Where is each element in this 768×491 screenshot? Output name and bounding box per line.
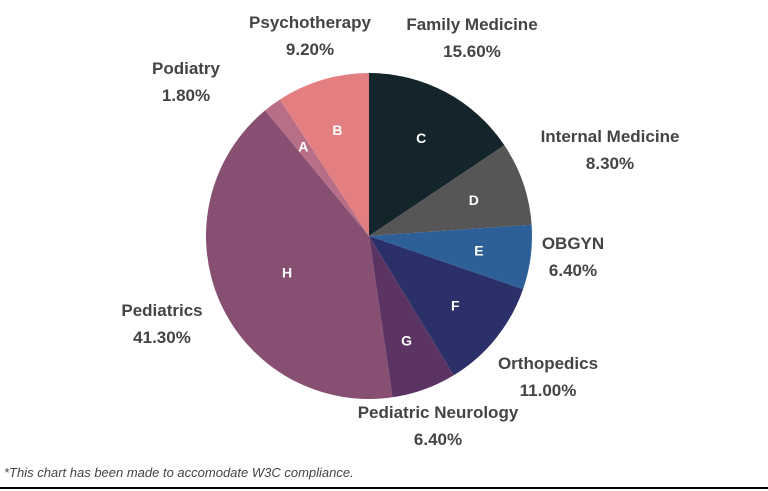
slice-name-family-medicine: Family Medicine <box>406 15 537 34</box>
pie-slice-orthopedics <box>369 236 524 376</box>
slice-letter-a: A <box>298 139 308 155</box>
slice-letter-h: H <box>282 264 292 280</box>
slice-letter-c: C <box>416 130 426 146</box>
pie-chart: C D E F G H A B Family Medicine 15.60% Internal M… <box>121 13 679 449</box>
pie-slice-pediatric-neurology <box>369 236 454 398</box>
slice-letter-f: F <box>451 298 460 314</box>
slice-letter-g: G <box>401 332 412 348</box>
slice-value-obgyn: 6.40% <box>549 261 597 280</box>
slice-value-psychotherapy: 9.20% <box>286 40 334 59</box>
slice-name-orthopedics: Orthopedics <box>498 354 598 373</box>
slice-value-family-medicine: 15.60% <box>443 42 501 61</box>
slice-letter-d: D <box>469 192 479 208</box>
slice-value-pediatrics: 41.30% <box>133 328 191 347</box>
pie-slices <box>205 73 532 399</box>
slice-name-internal-medicine: Internal Medicine <box>541 127 680 146</box>
slice-name-podiatry: Podiatry <box>152 59 221 78</box>
slice-letter-b: B <box>332 122 342 138</box>
bottom-divider <box>0 487 768 489</box>
footnote: *This chart has been made to accomodate … <box>4 465 354 480</box>
pie-slice-psychotherapy <box>279 73 369 236</box>
pie-slice-family-medicine <box>369 73 505 236</box>
slice-name-pediatrics: Pediatrics <box>121 301 202 320</box>
pie-slice-internal-medicine <box>369 145 532 236</box>
pie-slice-pediatrics <box>205 110 393 399</box>
slice-value-pediatric-neurology: 6.40% <box>414 430 462 449</box>
slice-letter-e: E <box>474 243 483 259</box>
slice-name-obgyn: OBGYN <box>542 234 604 253</box>
slice-name-psychotherapy: Psychotherapy <box>249 13 371 32</box>
slice-value-podiatry: 1.80% <box>162 86 210 105</box>
pie-slice-podiatry <box>265 99 369 236</box>
slice-value-internal-medicine: 8.30% <box>586 154 634 173</box>
pie-slice-obgyn <box>369 224 532 290</box>
slice-value-orthopedics: 11.00% <box>520 381 577 400</box>
slice-labels: Family Medicine 15.60% Internal Medicine 8.… <box>121 13 679 449</box>
slice-letters: C D E F G H A B <box>282 122 484 349</box>
slice-name-pediatric-neurology: Pediatric Neurology <box>358 403 519 422</box>
